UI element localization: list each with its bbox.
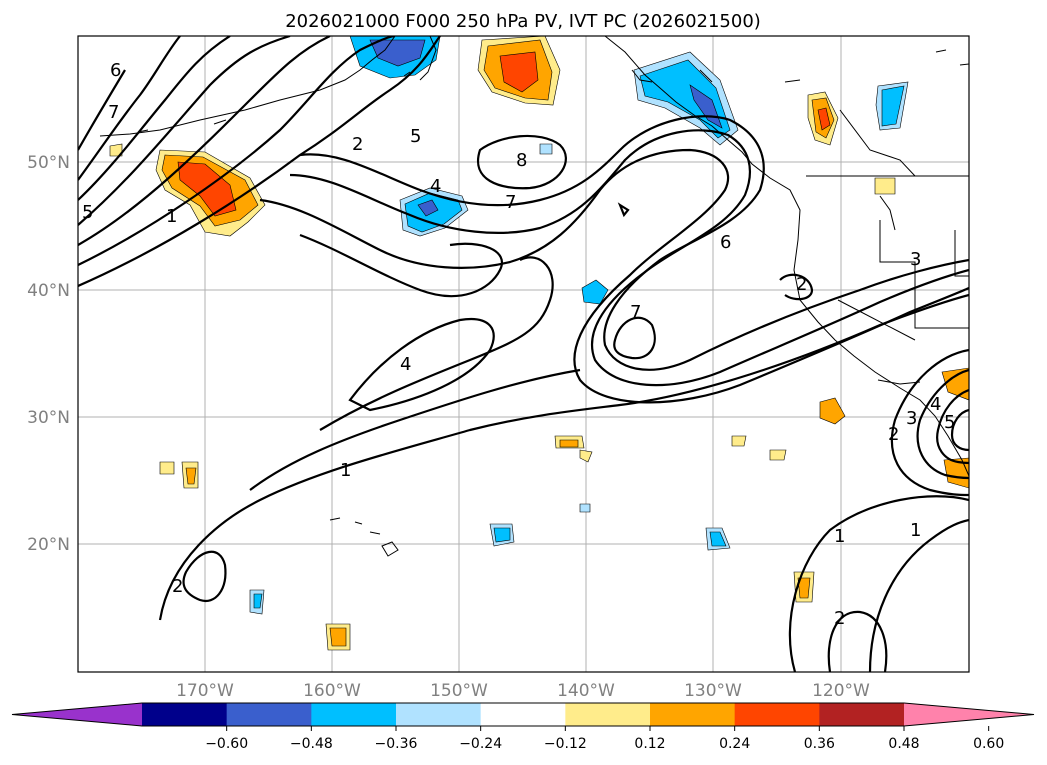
lat-tick-label: 40°N — [27, 281, 70, 301]
colorbar-swatch — [226, 703, 312, 726]
lon-tick-labels: 170°W 160°W 150°W 140°W 130°W 120°W — [176, 681, 870, 701]
lat-tick-label: 30°N — [27, 408, 70, 428]
contour-label: 1 — [166, 206, 177, 227]
contour-label: 7 — [630, 302, 641, 323]
lon-tick-label: 170°W — [176, 681, 234, 701]
contour-label: 6 — [720, 232, 731, 253]
contour-label: 3 — [910, 249, 921, 270]
pv-contours — [78, 36, 969, 672]
contour-label: 3 — [906, 408, 917, 429]
map-title: 2026021000 F000 250 hPa PV, IVT PC (2026… — [285, 11, 761, 32]
contour-label: 1 — [834, 526, 845, 547]
lon-tick-label: 120°W — [812, 681, 870, 701]
contour-label: 4 — [430, 176, 441, 197]
contour-label: 4 — [930, 394, 941, 415]
lat-tick-labels: 50°N 40°N 30°N 20°N — [27, 153, 70, 555]
contour-label: 2 — [796, 274, 807, 295]
colorbar-swatch — [819, 703, 905, 726]
colorbar-tick-label: 0.60 — [973, 736, 1004, 752]
contour-labels: 6 7 5 1 2 5 4 8 7 6 3 2 4 1 7 2 3 4 5 1 … — [82, 60, 955, 629]
colorbar-swatch — [650, 703, 736, 726]
colorbar-extend-min — [12, 703, 142, 726]
contour-label: 2 — [888, 424, 899, 445]
colorbar-tick-label: −0.48 — [290, 736, 333, 752]
colorbar-tick-label: 0.36 — [804, 736, 835, 752]
coastlines — [99, 36, 969, 557]
colorbar-swatch — [311, 703, 397, 726]
colorbar-swatch — [734, 703, 820, 726]
colorbar: −0.60 −0.48 −0.36 −0.24 −0.12 0.12 0.24 0.36 0.4… — [11, 702, 1035, 752]
contour-label: 2 — [834, 608, 845, 629]
lat-tick-label: 50°N — [27, 153, 70, 173]
colorbar-swatch — [396, 703, 482, 726]
lon-tick-label: 140°W — [557, 681, 615, 701]
contour-label: 7 — [505, 192, 516, 213]
colorbar-extend-max — [904, 703, 1034, 726]
colorbar-tick-label: −0.12 — [544, 736, 587, 752]
colorbar-tick-label: −0.60 — [205, 736, 248, 752]
colorbar-swatch — [142, 703, 228, 726]
colorbar-swatch — [565, 703, 651, 726]
contour-label: 6 — [110, 60, 121, 81]
colorbar-outline — [11, 702, 1035, 727]
contour-label: 5 — [82, 202, 93, 223]
map-border — [77, 35, 970, 673]
contour-label: 2 — [172, 576, 183, 597]
contour-label: 5 — [410, 126, 421, 147]
contour-label: 1 — [910, 520, 921, 541]
colorbar-tick-label: 0.12 — [634, 736, 665, 752]
lon-tick-label: 130°W — [684, 681, 742, 701]
colorbar-tick-label: 0.48 — [888, 736, 919, 752]
contour-label: 2 — [352, 134, 363, 155]
contour-label: 7 — [108, 102, 119, 123]
colorbar-tick-label: −0.24 — [459, 736, 502, 752]
contour-label: 5 — [944, 412, 955, 433]
colorbar-tick-label: −0.36 — [375, 736, 418, 752]
ivt-anomaly-fills — [109, 36, 969, 651]
lon-tick-label: 150°W — [430, 681, 488, 701]
lon-tick-label: 160°W — [303, 681, 361, 701]
contour-label: 1 — [340, 460, 351, 481]
map-panel — [78, 36, 969, 672]
colorbar-swatch — [480, 703, 566, 726]
colorbar-tick-label: 0.24 — [719, 736, 750, 752]
contour-label: 8 — [516, 150, 527, 171]
lat-tick-label: 20°N — [27, 535, 70, 555]
contour-label: 4 — [400, 354, 411, 375]
